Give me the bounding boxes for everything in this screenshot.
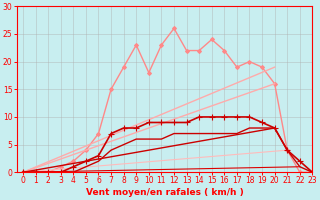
X-axis label: Vent moyen/en rafales ( km/h ): Vent moyen/en rafales ( km/h ): [86, 188, 244, 197]
